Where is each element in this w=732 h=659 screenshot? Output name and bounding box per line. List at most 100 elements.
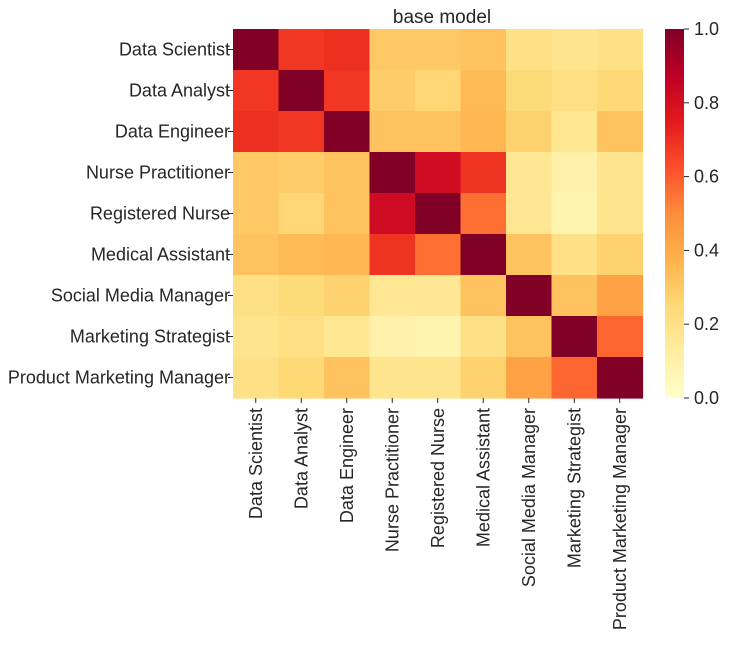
heatmap-cell xyxy=(369,234,416,276)
heatmap-cell xyxy=(278,234,325,276)
heatmap-cell xyxy=(551,29,598,71)
heatmap-cell xyxy=(233,193,280,235)
heatmap-cell xyxy=(597,316,644,358)
heatmap-cell xyxy=(415,111,462,153)
heatmap-cell xyxy=(460,357,507,399)
heatmap-cell xyxy=(551,193,598,235)
heatmap-cell xyxy=(597,70,644,112)
heatmap-cell xyxy=(551,275,598,317)
heatmap-cell xyxy=(551,234,598,276)
heatmap-cell xyxy=(597,111,644,153)
heatmap-cell xyxy=(460,152,507,194)
heatmap-cell xyxy=(369,70,416,112)
heatmap-cell xyxy=(415,70,462,112)
y-tick-label: Data Analyst xyxy=(129,81,230,101)
x-tick-label: Social Media Manager xyxy=(519,408,539,587)
chart-title: base model xyxy=(393,7,491,28)
heatmap-cell xyxy=(278,70,325,112)
heatmap-cell xyxy=(233,316,280,358)
heatmap-cell xyxy=(551,316,598,358)
colorbar-tick-label: 0.6 xyxy=(694,167,719,187)
heatmap-cell xyxy=(369,152,416,194)
heatmap-cell xyxy=(278,111,325,153)
x-tick-label: Data Scientist xyxy=(246,408,266,519)
heatmap-cell xyxy=(506,29,553,71)
heatmap-cell xyxy=(551,111,598,153)
x-tick-label: Nurse Practitioner xyxy=(382,408,402,552)
heatmap-cell xyxy=(551,152,598,194)
heatmap-cell xyxy=(415,152,462,194)
heatmap-cell xyxy=(460,193,507,235)
colorbar-tick-label: 0.4 xyxy=(694,240,719,260)
heatmap-cell xyxy=(369,275,416,317)
heatmap-cell xyxy=(597,193,644,235)
heatmap-cell xyxy=(506,316,553,358)
heatmap-cell xyxy=(369,357,416,399)
x-tick-label: Marketing Strategist xyxy=(564,408,584,568)
heatmap-cell xyxy=(278,193,325,235)
heatmap-cell xyxy=(233,234,280,276)
heatmap-cell xyxy=(233,111,280,153)
y-axis-labels: Data Scientist Data Analyst Data Engineer N… xyxy=(8,40,233,388)
heatmap-cell xyxy=(324,111,371,153)
heatmap-cell xyxy=(278,152,325,194)
heatmap-cell xyxy=(369,29,416,71)
heatmap-cell xyxy=(278,29,325,71)
heatmap-cell xyxy=(597,152,644,194)
heatmap-cell xyxy=(415,29,462,71)
colorbar-tick-label: 0.2 xyxy=(694,314,719,334)
heatmap-cell xyxy=(597,357,644,399)
heatmap-cell xyxy=(460,234,507,276)
heatmap-cell xyxy=(506,70,553,112)
heatmap-cell xyxy=(233,29,280,71)
heatmap-cell xyxy=(233,357,280,399)
heatmap-cell xyxy=(233,275,280,317)
x-tick-label: Data Engineer xyxy=(337,408,357,523)
heatmap-cell xyxy=(460,29,507,71)
heatmap-cell xyxy=(324,234,371,276)
heatmap-cell xyxy=(506,111,553,153)
x-tick-label: Registered Nurse xyxy=(428,408,448,548)
heatmap-cell xyxy=(506,193,553,235)
heatmap-cell xyxy=(278,275,325,317)
heatmap-cell xyxy=(324,316,371,358)
heatmap-cell xyxy=(415,234,462,276)
heatmap-cell xyxy=(506,234,553,276)
y-tick-label: Data Scientist xyxy=(119,40,230,60)
heatmap-cell xyxy=(460,70,507,112)
heatmap-cell xyxy=(506,357,553,399)
heatmap-grid xyxy=(233,29,644,399)
heatmap-cell xyxy=(506,275,553,317)
y-tick-label: Social Media Manager xyxy=(51,286,230,306)
heatmap-cell xyxy=(278,357,325,399)
heatmap-cell xyxy=(551,357,598,399)
heatmap-cell xyxy=(369,316,416,358)
heatmap-cell xyxy=(597,275,644,317)
heatmap-cell xyxy=(324,70,371,112)
y-tick-label: Medical Assistant xyxy=(91,245,230,265)
heatmap-cell xyxy=(324,152,371,194)
heatmap-cell xyxy=(460,316,507,358)
heatmap-cell xyxy=(415,275,462,317)
x-tick-label: Data Analyst xyxy=(291,408,311,509)
colorbar-tick-label: 0.8 xyxy=(694,93,719,113)
y-tick-label: Registered Nurse xyxy=(90,204,230,224)
heatmap-cell xyxy=(415,193,462,235)
x-axis-labels: Data Scientist Data Analyst Data Engineer N… xyxy=(246,398,630,630)
colorbar-tick-label: 1.0 xyxy=(694,19,719,39)
heatmap-cell xyxy=(324,275,371,317)
x-tick-label: Medical Assistant xyxy=(473,408,493,547)
heatmap-cell xyxy=(597,234,644,276)
y-tick-label: Data Engineer xyxy=(115,122,230,142)
heatmap-cell xyxy=(324,357,371,399)
heatmap-cell xyxy=(460,111,507,153)
heatmap-cell xyxy=(324,29,371,71)
heatmap-cell xyxy=(233,152,280,194)
heatmap-cell xyxy=(324,193,371,235)
heatmap-cell xyxy=(506,152,553,194)
heatmap-cell xyxy=(415,316,462,358)
y-tick-label: Product Marketing Manager xyxy=(8,368,230,388)
heatmap-cell xyxy=(369,193,416,235)
heatmap-cell xyxy=(369,111,416,153)
